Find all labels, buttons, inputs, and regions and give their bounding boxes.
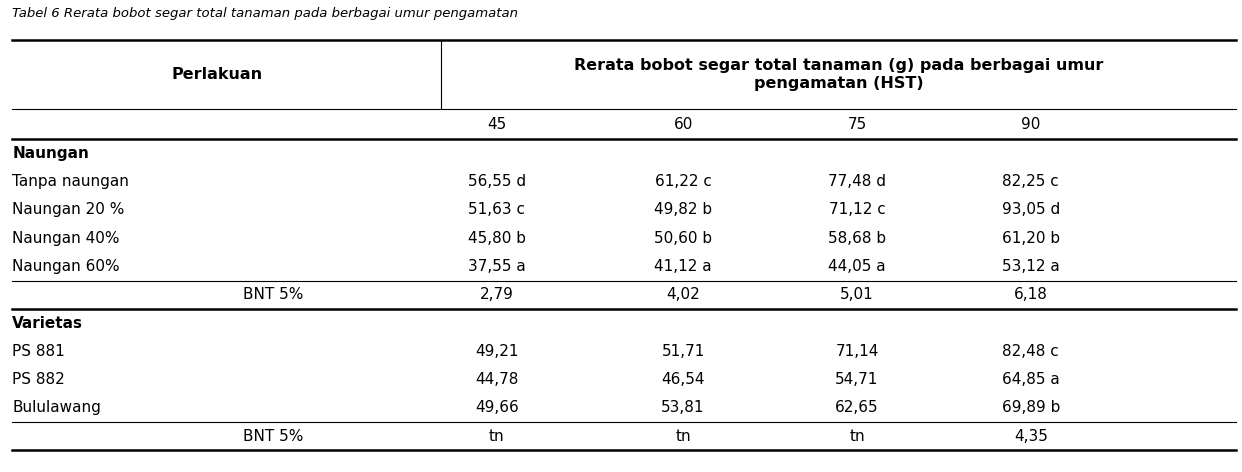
Text: 82,25 c: 82,25 c xyxy=(1002,174,1059,189)
Text: 49,21: 49,21 xyxy=(474,344,519,359)
Text: Rerata bobot segar total tanaman (g) pada berbagai umur
pengamatan (HST): Rerata bobot segar total tanaman (g) pad… xyxy=(574,59,1103,91)
Text: tn: tn xyxy=(676,429,691,444)
Text: PS 882: PS 882 xyxy=(12,372,65,387)
Text: 53,81: 53,81 xyxy=(661,400,705,415)
Text: 58,68 b: 58,68 b xyxy=(828,231,886,246)
Text: 61,22 c: 61,22 c xyxy=(655,174,712,189)
Text: 69,89 b: 69,89 b xyxy=(1001,400,1061,415)
Text: tn: tn xyxy=(850,429,864,444)
Text: 64,85 a: 64,85 a xyxy=(1002,372,1059,387)
Text: 75: 75 xyxy=(847,117,867,132)
Text: 44,78: 44,78 xyxy=(476,372,518,387)
Text: 71,14: 71,14 xyxy=(836,344,878,359)
Text: Perlakuan: Perlakuan xyxy=(171,67,263,82)
Text: 82,48 c: 82,48 c xyxy=(1002,344,1059,359)
Text: Bululawang: Bululawang xyxy=(12,400,102,415)
Text: 44,05 a: 44,05 a xyxy=(828,259,886,274)
Text: Varietas: Varietas xyxy=(12,315,83,330)
Text: 62,65: 62,65 xyxy=(835,400,879,415)
Text: Tabel 6 Rerata bobot segar total tanaman pada berbagai umur pengamatan: Tabel 6 Rerata bobot segar total tanaman… xyxy=(12,7,518,20)
Text: tn: tn xyxy=(489,429,504,444)
Text: 61,20 b: 61,20 b xyxy=(1002,231,1059,246)
Text: 60: 60 xyxy=(673,117,693,132)
Text: 5,01: 5,01 xyxy=(840,287,874,302)
Text: 93,05 d: 93,05 d xyxy=(1002,202,1059,218)
Text: 53,12 a: 53,12 a xyxy=(1002,259,1059,274)
Text: Naungan 60%: Naungan 60% xyxy=(12,259,120,274)
Text: 56,55 d: 56,55 d xyxy=(468,174,525,189)
Text: 54,71: 54,71 xyxy=(836,372,878,387)
Text: 4,35: 4,35 xyxy=(1013,429,1048,444)
Text: 2,79: 2,79 xyxy=(479,287,514,302)
Text: 71,12 c: 71,12 c xyxy=(828,202,886,218)
Text: Naungan 40%: Naungan 40% xyxy=(12,231,120,246)
Text: 51,63 c: 51,63 c xyxy=(468,202,525,218)
Text: 6,18: 6,18 xyxy=(1013,287,1048,302)
Text: 4,02: 4,02 xyxy=(666,287,700,302)
Text: Tanpa naungan: Tanpa naungan xyxy=(12,174,129,189)
Text: 77,48 d: 77,48 d xyxy=(828,174,886,189)
Text: Naungan 20 %: Naungan 20 % xyxy=(12,202,124,218)
Text: 49,82 b: 49,82 b xyxy=(655,202,712,218)
Text: 41,12 a: 41,12 a xyxy=(655,259,712,274)
Text: BNT 5%: BNT 5% xyxy=(243,287,303,302)
Text: 45,80 b: 45,80 b xyxy=(468,231,525,246)
Text: 49,66: 49,66 xyxy=(474,400,519,415)
Text: 37,55 a: 37,55 a xyxy=(468,259,525,274)
Text: PS 881: PS 881 xyxy=(12,344,65,359)
Text: 46,54: 46,54 xyxy=(661,372,705,387)
Text: 90: 90 xyxy=(1021,117,1041,132)
Text: 50,60 b: 50,60 b xyxy=(655,231,712,246)
Text: 51,71: 51,71 xyxy=(662,344,704,359)
Text: BNT 5%: BNT 5% xyxy=(243,429,303,444)
Text: Naungan: Naungan xyxy=(12,146,89,161)
Text: 45: 45 xyxy=(487,117,507,132)
